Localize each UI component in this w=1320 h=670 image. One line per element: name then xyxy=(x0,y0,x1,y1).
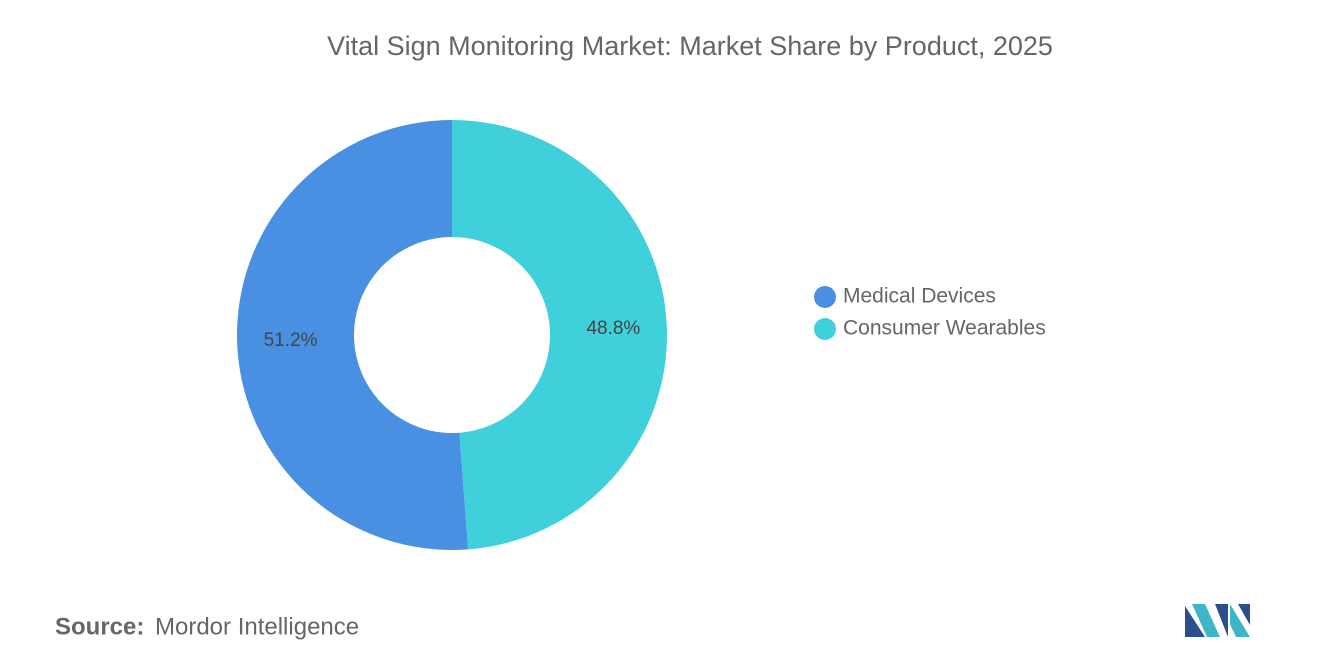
logo xyxy=(1185,604,1250,637)
legend-label: Medical Devices xyxy=(843,285,996,308)
source-text: Mordor Intelligence xyxy=(155,613,359,640)
legend-label: Consumer Wearables xyxy=(843,317,1046,340)
data-label: 51.2% xyxy=(264,330,318,351)
source-label: Source: xyxy=(55,613,144,640)
legend-marker xyxy=(814,318,836,340)
donut-slice xyxy=(452,120,667,550)
chart-title: Vital Sign Monitoring Market: Market Sha… xyxy=(327,31,1053,61)
donut-slice xyxy=(236,119,469,550)
data-label: 48.8% xyxy=(586,318,640,339)
legend-marker xyxy=(814,286,836,308)
